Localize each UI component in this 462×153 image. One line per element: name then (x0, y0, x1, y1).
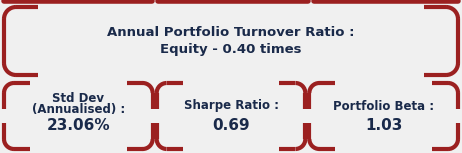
Text: (Annualised) :: (Annualised) : (32, 103, 125, 116)
Text: Std Dev: Std Dev (52, 91, 104, 104)
Text: Annual Portfolio Turnover Ratio :: Annual Portfolio Turnover Ratio : (107, 26, 355, 39)
Text: Equity - 0.40 times: Equity - 0.40 times (160, 43, 302, 56)
Text: 23.06%: 23.06% (47, 119, 110, 134)
Text: 0.69: 0.69 (212, 119, 250, 134)
Text: Sharpe Ratio :: Sharpe Ratio : (183, 99, 279, 112)
Text: Portfolio Beta :: Portfolio Beta : (333, 99, 434, 112)
Text: 1.03: 1.03 (365, 119, 402, 134)
